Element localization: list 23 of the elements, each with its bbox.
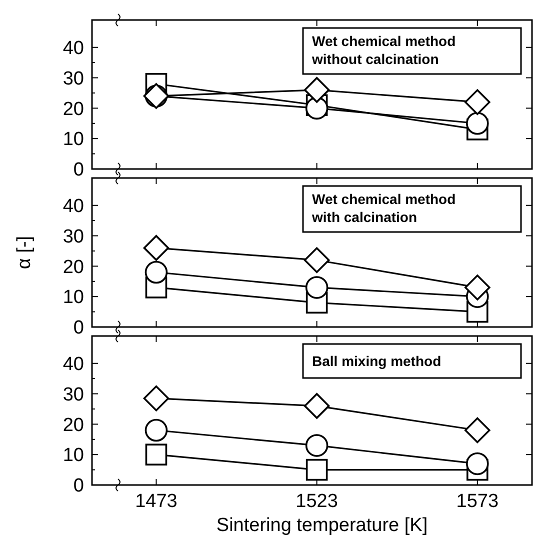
y-tick-label: 40 — [62, 38, 84, 60]
x-axis-title: Sintering temperature [K] — [216, 515, 428, 536]
y-tick-label: 10 — [62, 287, 84, 308]
y-tick-label: 10 — [62, 445, 84, 466]
x-tick-label: 1573 — [456, 491, 499, 512]
y-tick-label: 30 — [62, 384, 84, 406]
y-tick-label: 40 — [62, 196, 84, 218]
x-tick-label: 1473 — [135, 491, 178, 512]
y-tick-label: 0 — [73, 476, 84, 497]
y-tick-label: 20 — [62, 414, 84, 436]
x-tick-label: 1523 — [296, 491, 338, 512]
y-tick-label: 40 — [62, 354, 84, 376]
y-tick-label: 30 — [62, 226, 84, 248]
y-tick-label: 20 — [62, 256, 84, 278]
y-tick-label: 0 — [73, 160, 84, 181]
y-tick-label: 30 — [62, 68, 84, 90]
y-tick-label: 0 — [73, 318, 84, 339]
annotation: Wet chemical method without calcination — [311, 33, 456, 67]
y-axis-title: α [-] — [14, 236, 35, 270]
annotation: Wet chemical method with calcination — [311, 191, 456, 225]
y-tick-label: 10 — [62, 129, 84, 150]
annotation: Ball mixing method — [312, 353, 442, 369]
y-tick-label: 20 — [62, 98, 84, 120]
